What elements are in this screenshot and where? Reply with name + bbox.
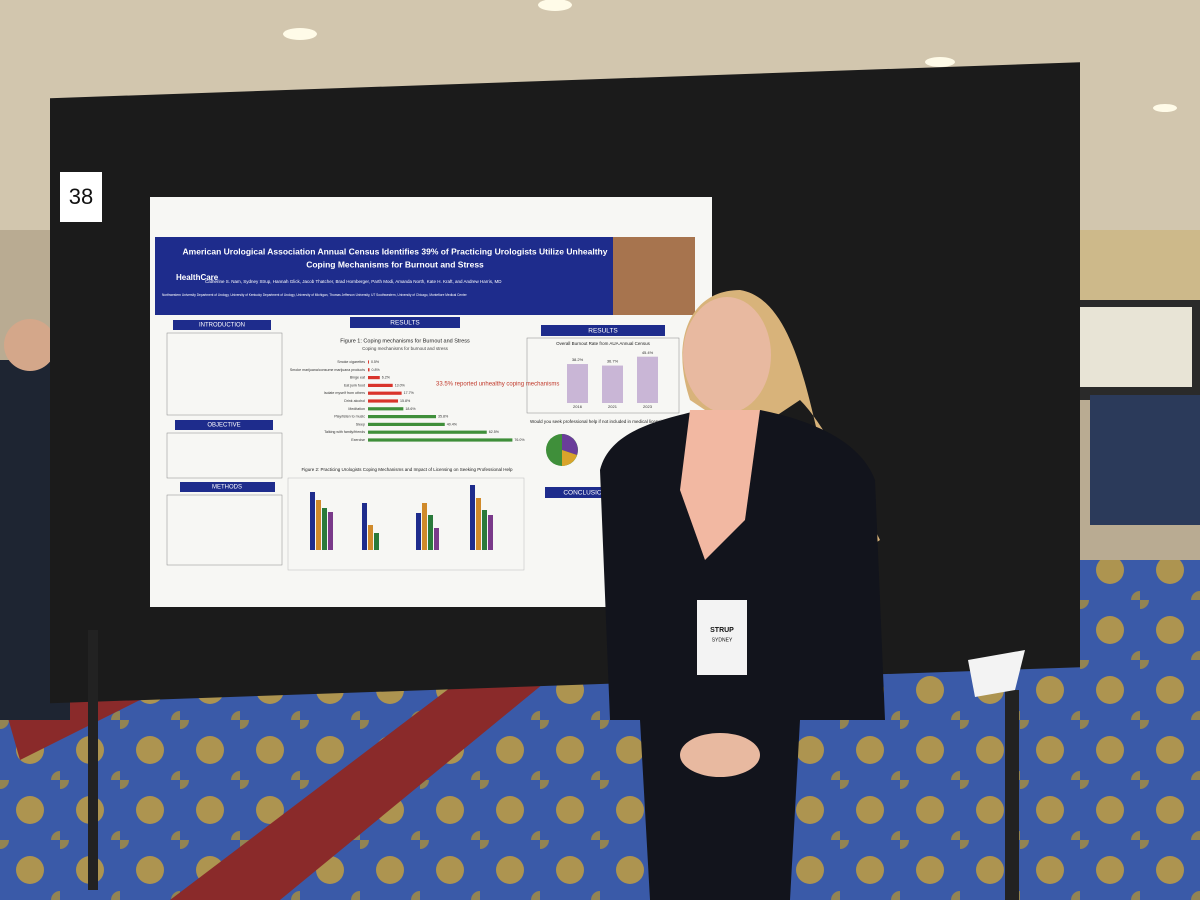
figure-title: Overall Burnout Rate from AUA Annual Cen… (556, 341, 651, 346)
value-label: 15.8% (400, 399, 411, 403)
person: STRUP SYDNEY (600, 290, 885, 900)
bar (637, 356, 658, 403)
bar (368, 422, 445, 426)
category-label: Exercise (351, 438, 365, 442)
section-header: INTRODUCTION (199, 323, 245, 329)
poster-title: American Urological Association Annual C… (183, 246, 608, 256)
bar (368, 368, 370, 372)
section-header: RESULTS (390, 320, 420, 327)
bar (368, 430, 487, 434)
board-leg (1005, 690, 1019, 900)
figure-subtitle: Coping mechanisms for burnout and stress (362, 346, 449, 351)
figure2-bars (310, 485, 493, 550)
person-background (4, 319, 56, 371)
poster-background (1072, 307, 1192, 387)
board-number: 38 (69, 184, 93, 209)
bar (368, 399, 399, 403)
value-label: 13.0% (395, 383, 406, 387)
value-label: 45.4% (642, 350, 654, 355)
pie-chart (562, 450, 577, 466)
category-label: Drink alcohol (344, 399, 365, 403)
figure-title: Figure 1: Coping mechanisms for Burnout … (340, 338, 470, 344)
category-label: Play/listen to music (334, 415, 365, 419)
value-label: 76.0% (514, 438, 525, 442)
figure-title: Figure 2: Practicing Urologists Coping M… (301, 467, 513, 472)
value-label: 62.5% (489, 430, 500, 434)
name-badge (697, 600, 747, 675)
bar (368, 383, 393, 387)
bar (567, 364, 588, 403)
value-label: 35.8% (438, 415, 449, 419)
poster-authors: Catherine S. Nam, Sydney Strup, Hannah G… (205, 279, 502, 284)
bar (368, 391, 402, 395)
value-label: 38.2% (572, 357, 584, 362)
carpet-border (170, 650, 560, 900)
bar (368, 415, 437, 419)
category-label: Smoke cigarettes (337, 360, 365, 364)
poster-affiliations: Northwestern University Department of Ur… (162, 293, 468, 297)
category-label: Talking with family/friends (324, 430, 365, 434)
bar (602, 365, 623, 403)
value-label: 18.6% (405, 407, 416, 411)
category-label: Isolate myself from others (324, 391, 365, 395)
board-number-card (60, 172, 102, 222)
section-header: OBJECTIVE (207, 423, 240, 429)
category-label: Meditation (348, 407, 365, 411)
bar (368, 438, 513, 442)
bar (368, 360, 369, 364)
category-label: Binge eat (350, 376, 365, 380)
cup (968, 650, 1025, 697)
wall (1075, 230, 1200, 300)
category-label: Smoke marijuana/consume marijuana produc… (290, 368, 365, 372)
category-label: Sleep (356, 422, 365, 426)
value-label: 0.8% (372, 368, 381, 372)
value-label: 36.7% (607, 359, 619, 364)
section-header: RESULTS (588, 328, 618, 335)
logo: HealthCare (176, 273, 219, 282)
figure-callout: 33.5% reported unhealthy coping mechanis… (436, 382, 559, 388)
pie-chart (562, 434, 578, 455)
badge-last-name: STRUP (710, 627, 734, 634)
board-leg (88, 630, 98, 890)
x-tick-label: 2023 (643, 404, 653, 409)
value-label: 0.5% (371, 360, 380, 364)
poster-photo (613, 237, 695, 315)
poster-header (155, 237, 613, 315)
bar (368, 376, 380, 380)
category-label: Eat junk food (344, 383, 365, 387)
value-label: 40.4% (447, 422, 458, 426)
value-label: 17.7% (404, 391, 415, 395)
question: Would you seek professional help if not … (530, 419, 669, 424)
bar (368, 407, 404, 411)
x-tick-label: 2016 (573, 404, 583, 409)
x-tick-label: 2021 (608, 404, 618, 409)
person-background (1090, 395, 1200, 525)
poster-title: Coping Mechanisms for Burnout and Stress (306, 259, 484, 269)
section-header: CONCLUSION (563, 490, 607, 497)
badge-first-name: SYDNEY (712, 637, 733, 643)
value-label: 6.2% (382, 376, 391, 380)
section-header: METHODS (212, 485, 242, 491)
